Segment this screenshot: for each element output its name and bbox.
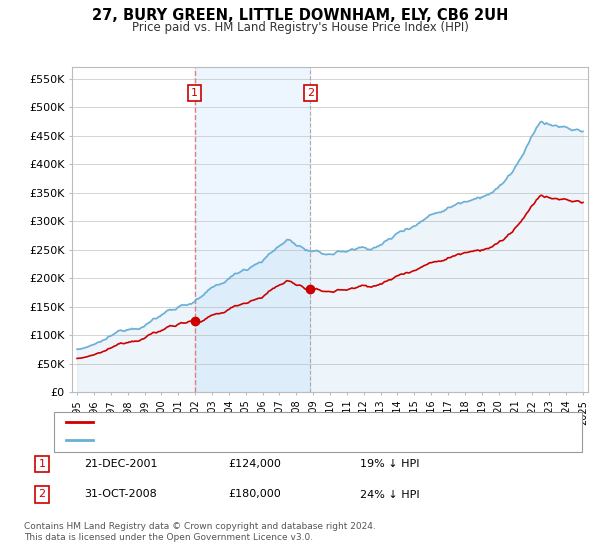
Text: 1: 1 — [38, 459, 46, 469]
Bar — [194, 67, 310, 392]
Text: 19% ↓ HPI: 19% ↓ HPI — [360, 459, 419, 469]
Text: 2: 2 — [38, 489, 46, 500]
Text: 2: 2 — [307, 88, 314, 98]
Text: Contains HM Land Registry data © Crown copyright and database right 2024.: Contains HM Land Registry data © Crown c… — [24, 522, 376, 531]
Text: 27, BURY GREEN, LITTLE DOWNHAM, ELY, CB6 2UH: 27, BURY GREEN, LITTLE DOWNHAM, ELY, CB6… — [92, 8, 508, 24]
Text: This data is licensed under the Open Government Licence v3.0.: This data is licensed under the Open Gov… — [24, 533, 313, 542]
Text: £124,000: £124,000 — [228, 459, 281, 469]
Text: 27, BURY GREEN, LITTLE DOWNHAM, ELY, CB6 2UH (detached house): 27, BURY GREEN, LITTLE DOWNHAM, ELY, CB6… — [99, 417, 458, 427]
Text: 1: 1 — [191, 88, 198, 98]
Text: Price paid vs. HM Land Registry's House Price Index (HPI): Price paid vs. HM Land Registry's House … — [131, 21, 469, 34]
Text: £180,000: £180,000 — [228, 489, 281, 500]
Text: 21-DEC-2001: 21-DEC-2001 — [84, 459, 157, 469]
Text: HPI: Average price, detached house, East Cambridgeshire: HPI: Average price, detached house, East… — [99, 435, 401, 445]
Text: 24% ↓ HPI: 24% ↓ HPI — [360, 489, 419, 500]
Text: 31-OCT-2008: 31-OCT-2008 — [84, 489, 157, 500]
